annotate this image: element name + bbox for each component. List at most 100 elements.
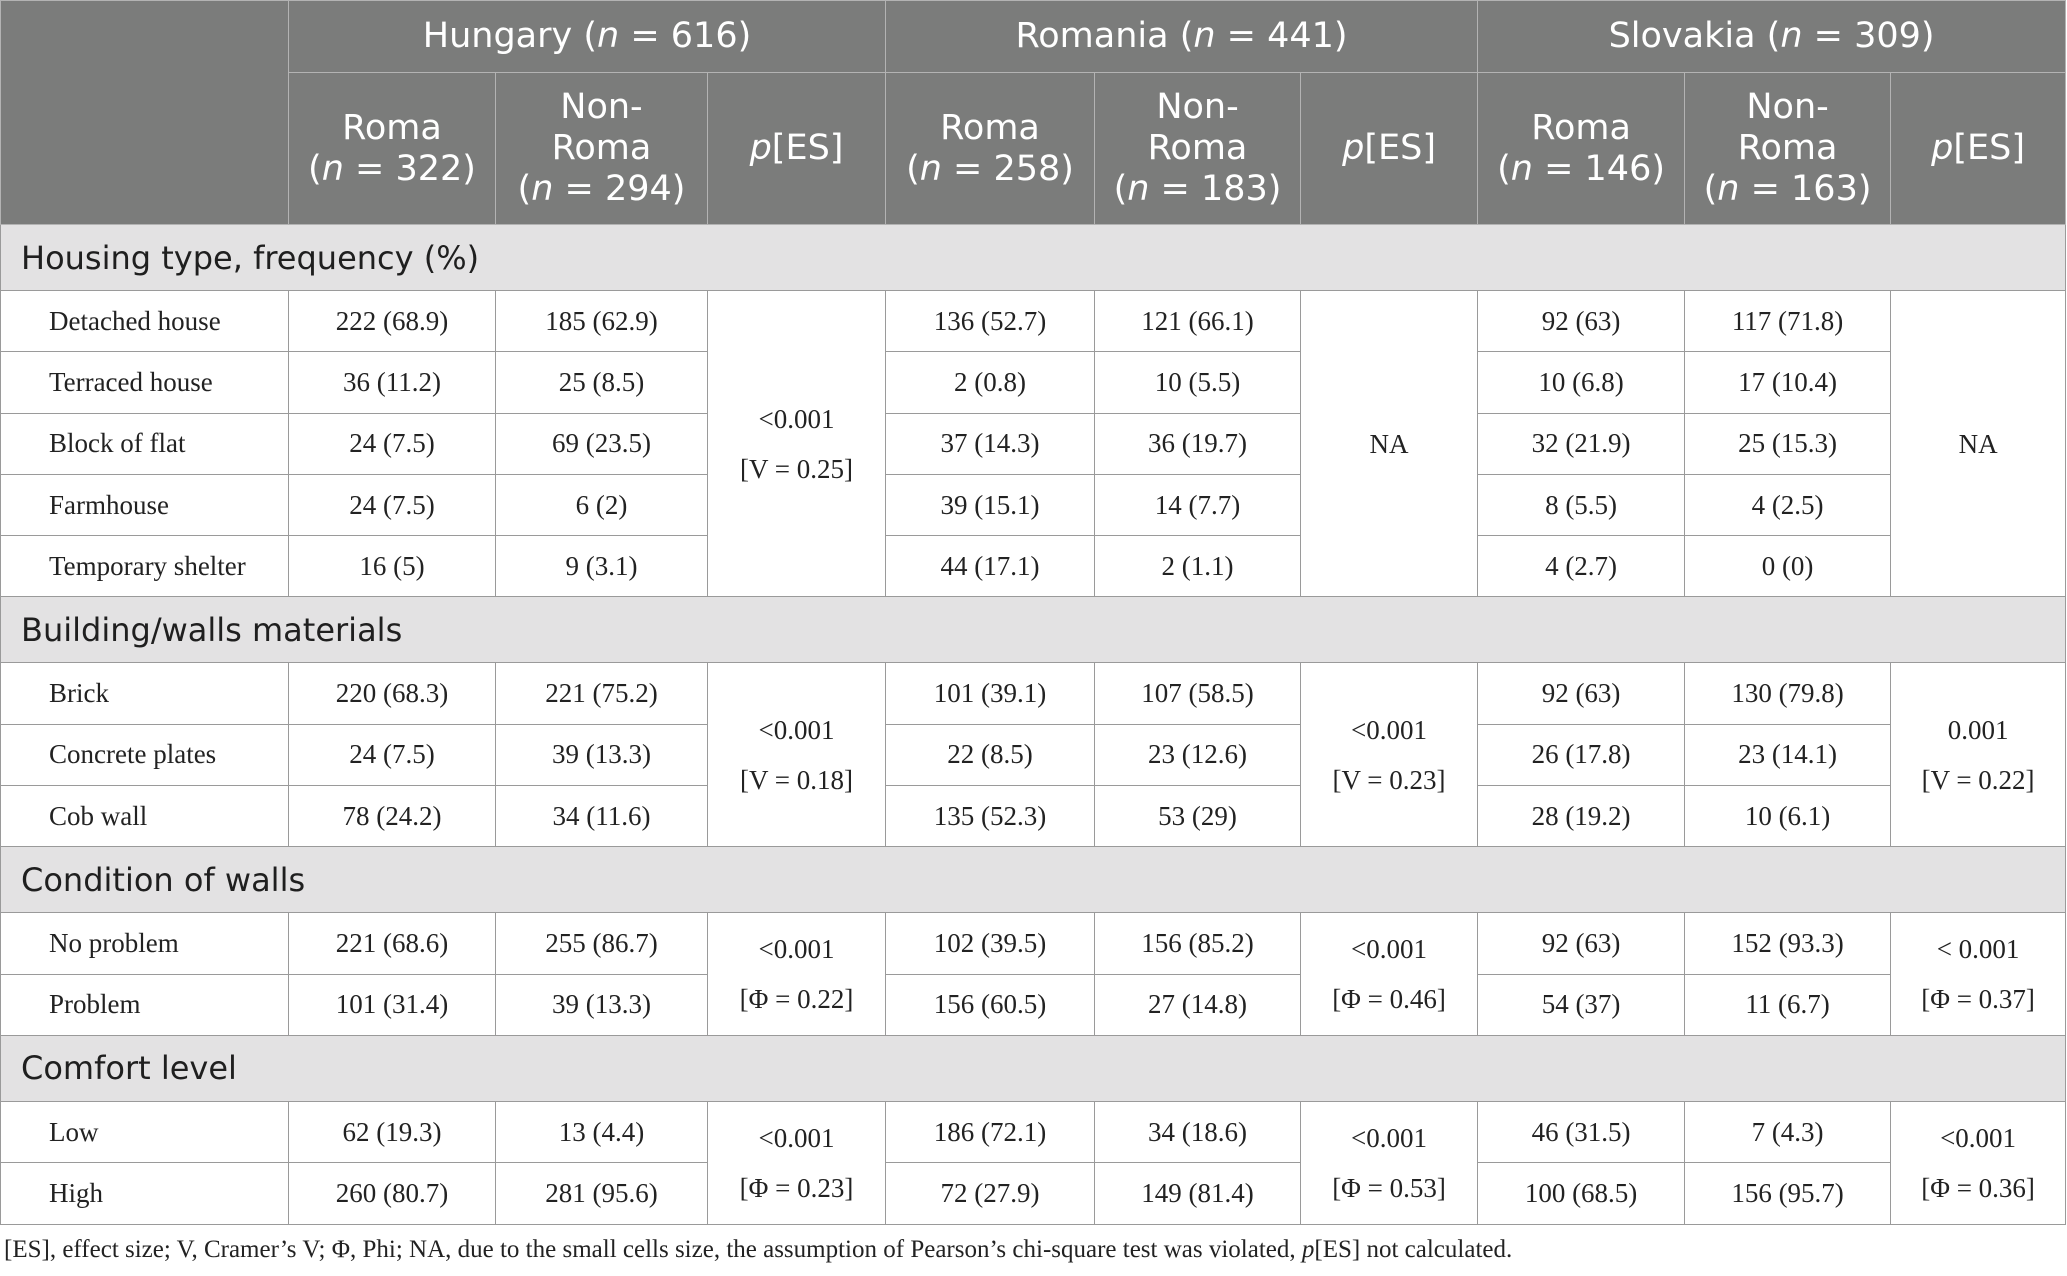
data-cell: 78 (24.2) — [288, 785, 496, 848]
table-row: Temporary shelter 16 (5) 9 (3.1) 44 (17.1) 2… — [0, 535, 2066, 598]
section-title: Comfort level — [0, 1034, 2067, 1102]
row-label: No problem — [0, 912, 289, 975]
table-row: Terraced house 36 (11.2) 25 (8.5) 2 (0.8) 10… — [0, 351, 2066, 414]
data-cell: 26 (17.8) — [1477, 723, 1686, 787]
subheader-non-roma: Non- Roma (n = 163) — [1684, 72, 1892, 225]
p-value: <0.001 — [1351, 934, 1428, 965]
p-es-cell: <0.001 [Φ = 0.53] — [1300, 1100, 1479, 1225]
p-es-cell: <0.001 [V = 0.23] — [1300, 662, 1479, 848]
subheader-roma: Roma (n = 258) — [885, 72, 1096, 225]
data-cell: 92 (63) — [1477, 289, 1686, 353]
data-cell: 220 (68.3) — [288, 662, 496, 725]
data-cell: 36 (19.7) — [1094, 412, 1302, 475]
data-cell: 24 (7.5) — [288, 412, 496, 475]
section-header-row: Condition of walls — [0, 846, 2067, 914]
section-title: Housing type, frequency (%) — [0, 224, 2067, 291]
p-es-cell: <0.001 [Φ = 0.22] — [706, 912, 887, 1036]
data-cell: 24 (7.5) — [288, 473, 496, 537]
data-cell: 2 (0.8) — [885, 351, 1096, 414]
data-cell: 39 (13.3) — [495, 723, 708, 787]
p-value: 0.001 — [1947, 714, 2009, 745]
p-es-cell: < 0.001 [Φ = 0.37] — [1890, 912, 2067, 1036]
effect-size: [Φ = 0.36] — [1921, 1172, 2035, 1203]
data-cell: 2 (1.1) — [1094, 535, 1302, 598]
data-cell: 24 (7.5) — [288, 723, 496, 787]
effect-size: [V = 0.25] — [740, 453, 853, 484]
data-cell: 37 (14.3) — [885, 412, 1096, 475]
p-value: <0.001 — [758, 934, 835, 965]
data-cell: 23 (12.6) — [1094, 723, 1302, 787]
data-cell: 62 (19.3) — [288, 1100, 496, 1164]
effect-size: [Φ = 0.23] — [739, 1172, 854, 1203]
data-cell: 135 (52.3) — [885, 785, 1096, 848]
subheader-non-roma: Non- Roma (n = 294) — [495, 72, 708, 225]
row-label: Detached house — [0, 289, 289, 353]
p-value: < 0.001 — [1936, 934, 2020, 965]
data-cell: 36 (11.2) — [288, 351, 496, 414]
section-header-row: Housing type, frequency (%) — [0, 224, 2067, 291]
data-cell: 22 (8.5) — [885, 723, 1096, 787]
p-es-cell: NA — [1300, 289, 1479, 598]
data-cell: 11 (6.7) — [1684, 973, 1892, 1036]
table-row: Low 62 (19.3) 13 (4.4) <0.001 [Φ = 0.23] 186 … — [0, 1100, 2067, 1225]
table-body: Housing type, frequency (%) Detached hous… — [0, 224, 2067, 1225]
data-cell: 102 (39.5) — [885, 912, 1096, 975]
p-es-cell: NA — [1890, 289, 2067, 598]
data-cell: 32 (21.9) — [1477, 412, 1686, 475]
data-cell: 34 (11.6) — [495, 785, 708, 848]
row-label: High — [0, 1162, 289, 1225]
table-row: Brick 220 (68.3) 221 (75.2) <0.001 [V = 0.18… — [0, 662, 2067, 848]
section-header-row: Comfort level — [0, 1034, 2067, 1102]
data-cell: 46 (31.5) — [1477, 1100, 1686, 1164]
data-cell: 10 (5.5) — [1094, 351, 1302, 414]
row-label: Terraced house — [0, 351, 289, 414]
data-cell: 100 (68.5) — [1477, 1162, 1686, 1225]
section-title: Building/walls materials — [0, 596, 2067, 664]
effect-size: [Φ = 0.46] — [1332, 984, 1446, 1015]
table-row: Problem 101 (31.4) 39 (13.3) 156 (60.5) 27 (… — [0, 973, 2066, 1036]
data-cell: 10 (6.8) — [1477, 351, 1686, 414]
data-cell: 156 (85.2) — [1094, 912, 1302, 975]
row-label: Temporary shelter — [0, 535, 289, 598]
effect-size: [Φ = 0.53] — [1332, 1172, 1446, 1203]
subheader-roma: Roma (n = 322) — [288, 72, 496, 225]
data-cell: 25 (8.5) — [495, 351, 708, 414]
housing-conditions-table: Hungary (n = 616) Romania (n = 441) Slov… — [0, 0, 2067, 1225]
p-value: <0.001 — [758, 403, 835, 434]
p-value: NA — [1958, 428, 1998, 459]
p-value: <0.001 — [1351, 1122, 1428, 1153]
data-cell: 281 (95.6) — [495, 1162, 708, 1225]
row-label: Concrete plates — [0, 723, 289, 787]
section-header-row: Building/walls materials — [0, 596, 2067, 664]
data-cell: 260 (80.7) — [288, 1162, 496, 1225]
data-cell: 186 (72.1) — [885, 1100, 1096, 1164]
effect-size: [Φ = 0.22] — [739, 984, 854, 1015]
subheader-roma: Roma (n = 146) — [1477, 72, 1686, 225]
data-cell: 92 (63) — [1477, 662, 1686, 725]
data-cell: 255 (86.7) — [495, 912, 708, 975]
table-row: Farmhouse 24 (7.5) 6 (2) 39 (15.1) 14 (7.7) 8… — [0, 473, 2066, 537]
data-cell: 39 (13.3) — [495, 973, 708, 1036]
row-label: Cob wall — [0, 785, 289, 848]
data-cell: 222 (68.9) — [288, 289, 496, 353]
p-value: <0.001 — [758, 714, 835, 745]
table-footnote: [ES], effect size; V, Cramer’s V; Φ, Phi… — [4, 1236, 1513, 1263]
subheader-p-es: p[ES] — [1300, 72, 1479, 225]
data-cell: 4 (2.7) — [1477, 535, 1686, 598]
data-cell: 34 (18.6) — [1094, 1100, 1302, 1164]
data-cell: 221 (75.2) — [495, 662, 708, 725]
table-row: Detached house 222 (68.9) 185 (62.9) <0.001… — [0, 289, 2067, 598]
data-cell: 9 (3.1) — [495, 535, 708, 598]
row-label: Low — [0, 1100, 289, 1164]
data-cell: 28 (19.2) — [1477, 785, 1686, 848]
effect-size: [V = 0.22] — [1921, 764, 2035, 795]
data-cell: 25 (15.3) — [1684, 412, 1892, 475]
data-cell: 4 (2.5) — [1684, 473, 1892, 537]
effect-size: [Φ = 0.37] — [1921, 984, 2035, 1015]
results-table-container: Hungary (n = 616) Romania (n = 441) Slov… — [0, 0, 2067, 1225]
data-cell: 156 (60.5) — [885, 973, 1096, 1036]
data-cell: 0 (0) — [1684, 535, 1892, 598]
subheader-p-es: p[ES] — [1890, 72, 2067, 225]
row-label: Block of flat — [0, 412, 289, 475]
table-header: Hungary (n = 616) Romania (n = 441) Slov… — [0, 0, 2067, 225]
